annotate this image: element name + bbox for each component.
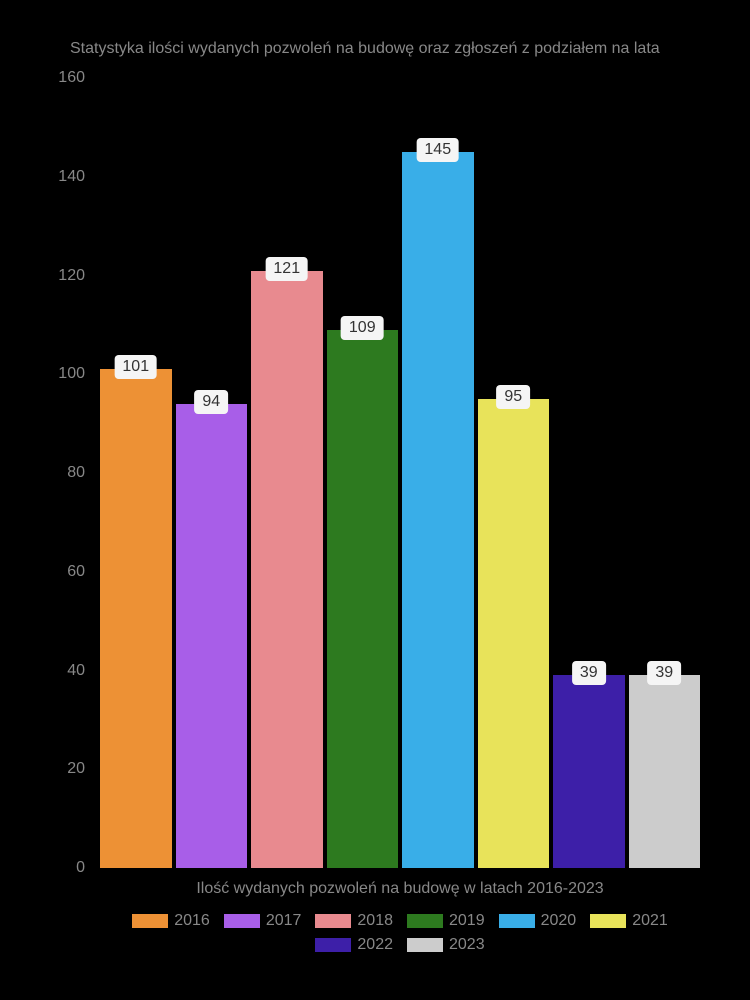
legend-label: 2019 <box>449 912 485 930</box>
legend-swatch <box>407 914 443 928</box>
bar-value-label: 121 <box>265 257 308 281</box>
x-axis-label: Ilość wydanych pozwoleń na budowę w lata… <box>90 880 710 898</box>
bar: 95 <box>478 399 550 868</box>
y-tick: 40 <box>40 662 85 680</box>
legend-swatch <box>407 938 443 952</box>
bar-value-label: 109 <box>341 316 384 340</box>
bar: 121 <box>251 271 323 868</box>
legend-item-2021: 2021 <box>590 912 668 930</box>
legend-label: 2021 <box>632 912 668 930</box>
legend-label: 2018 <box>357 912 393 930</box>
y-tick: 140 <box>40 168 85 186</box>
legend-item-2018: 2018 <box>315 912 393 930</box>
legend-label: 2020 <box>541 912 577 930</box>
bar: 39 <box>629 675 701 868</box>
y-axis: 020406080100120140160 <box>40 78 85 868</box>
bar-2019: 109 <box>327 78 399 868</box>
bar: 39 <box>553 675 625 868</box>
bar-2020: 145 <box>402 78 474 868</box>
bar-value-label: 39 <box>572 661 606 685</box>
bar-value-label: 101 <box>114 355 157 379</box>
bar-value-label: 39 <box>647 661 681 685</box>
legend-item-2023: 2023 <box>407 936 485 954</box>
legend-item-2017: 2017 <box>224 912 302 930</box>
legend-swatch <box>132 914 168 928</box>
y-tick: 120 <box>40 267 85 285</box>
bar-2018: 121 <box>251 78 323 868</box>
bar: 145 <box>402 152 474 868</box>
chart-container: Statystyka ilości wydanych pozwoleń na b… <box>40 40 710 960</box>
legend: 2016 2017 2018 2019 2020 2021 2022 2023 <box>90 912 710 954</box>
bar-2016: 101 <box>100 78 172 868</box>
legend-item-2022: 2022 <box>315 936 393 954</box>
bar: 94 <box>176 404 248 868</box>
legend-swatch <box>315 938 351 952</box>
legend-label: 2016 <box>174 912 210 930</box>
legend-swatch <box>315 914 351 928</box>
y-tick: 0 <box>40 859 85 877</box>
legend-label: 2017 <box>266 912 302 930</box>
legend-item-2020: 2020 <box>499 912 577 930</box>
y-tick: 20 <box>40 760 85 778</box>
bar-2021: 95 <box>478 78 550 868</box>
bar-value-label: 145 <box>416 138 459 162</box>
y-tick: 160 <box>40 69 85 87</box>
plot-area: 020406080100120140160 101941211091459539… <box>90 78 710 868</box>
legend-label: 2023 <box>449 936 485 954</box>
y-tick: 100 <box>40 365 85 383</box>
bar: 101 <box>100 369 172 868</box>
bar-2022: 39 <box>553 78 625 868</box>
y-tick: 80 <box>40 464 85 482</box>
bar-2023: 39 <box>629 78 701 868</box>
legend-item-2016: 2016 <box>132 912 210 930</box>
legend-swatch <box>224 914 260 928</box>
bar-2017: 94 <box>176 78 248 868</box>
bar: 109 <box>327 330 399 868</box>
bar-value-label: 95 <box>496 385 530 409</box>
legend-label: 2022 <box>357 936 393 954</box>
bar-value-label: 94 <box>194 390 228 414</box>
legend-item-2019: 2019 <box>407 912 485 930</box>
legend-swatch <box>590 914 626 928</box>
y-tick: 60 <box>40 563 85 581</box>
bars-region: 10194121109145953939 <box>100 78 700 868</box>
legend-swatch <box>499 914 535 928</box>
chart-title: Statystyka ilości wydanych pozwoleń na b… <box>40 40 710 58</box>
